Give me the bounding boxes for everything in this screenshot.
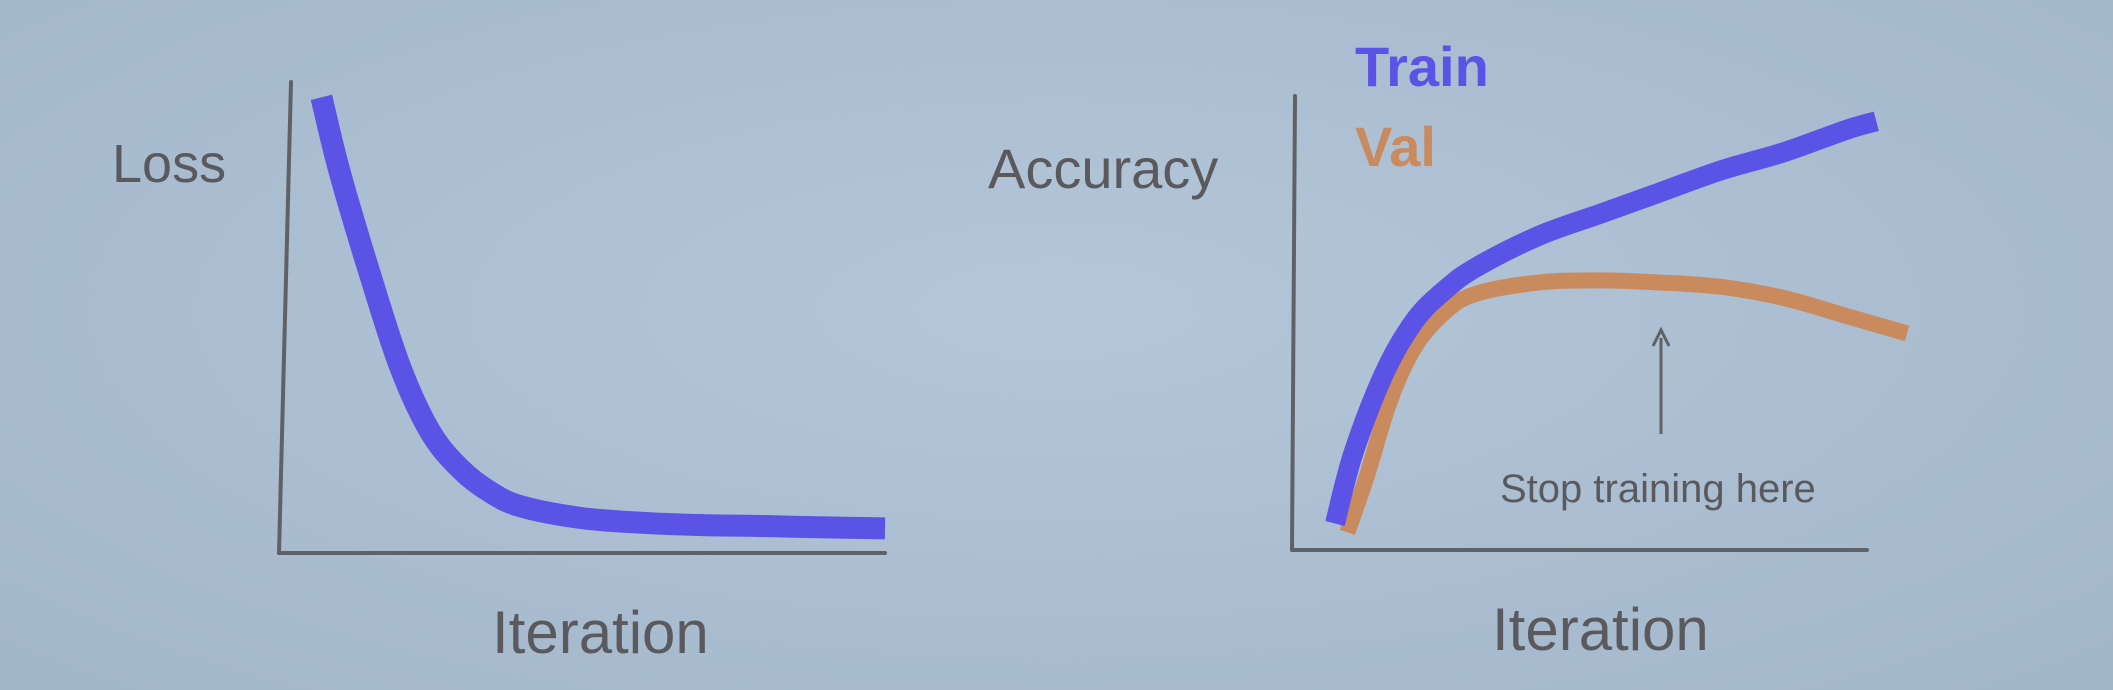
stop-training-annotation: Stop training here [1500,467,1816,511]
stop-training-arrow-head [1651,326,1671,347]
loss-series-line [310,94,886,540]
train-series-line [1325,111,1879,527]
legend-val: Val [1355,115,1436,178]
loss-chart: Loss Iteration [112,80,887,666]
accuracy-chart-x-label: Iteration [1492,596,1709,663]
legend-train: Train [1355,35,1489,98]
accuracy-chart-y-label: Accuracy [988,137,1218,200]
loss-chart-x-label: Iteration [492,599,709,666]
val-series-line [1339,272,1910,535]
accuracy-chart-y-axis [1290,94,1297,552]
loss-chart-y-label: Loss [112,134,226,194]
accuracy-chart: Accuracy Iteration Train Val Stop traini… [988,35,1910,663]
loss-chart-y-axis [277,80,293,555]
